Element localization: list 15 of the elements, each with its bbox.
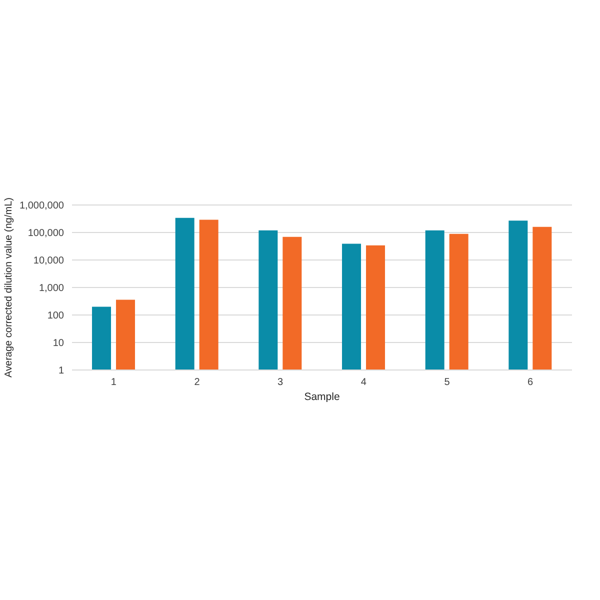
x-tick-label: 4 [360,377,367,388]
y-tick-label: 100 [47,310,64,322]
x-tick-label: 5 [444,377,450,388]
y-tick-label: 1,000,000 [20,200,64,212]
x-tick-label: 3 [278,377,284,388]
x-axis-title: Sample [304,391,340,403]
x-tick-label: 2 [194,377,200,388]
x-tick-label: 1 [110,377,117,388]
y-axis-title: Average corrected dilution value (ng/mL) [4,198,15,378]
y-tick-label: 1,000 [38,283,64,294]
y-tick-label: 10,000 [33,256,64,267]
x-tick-label: 6 [528,377,534,388]
y-tick-label: 1 [58,366,64,377]
y-tick-label: 100,000 [28,228,64,240]
y-tick-label: 10 [52,338,64,350]
